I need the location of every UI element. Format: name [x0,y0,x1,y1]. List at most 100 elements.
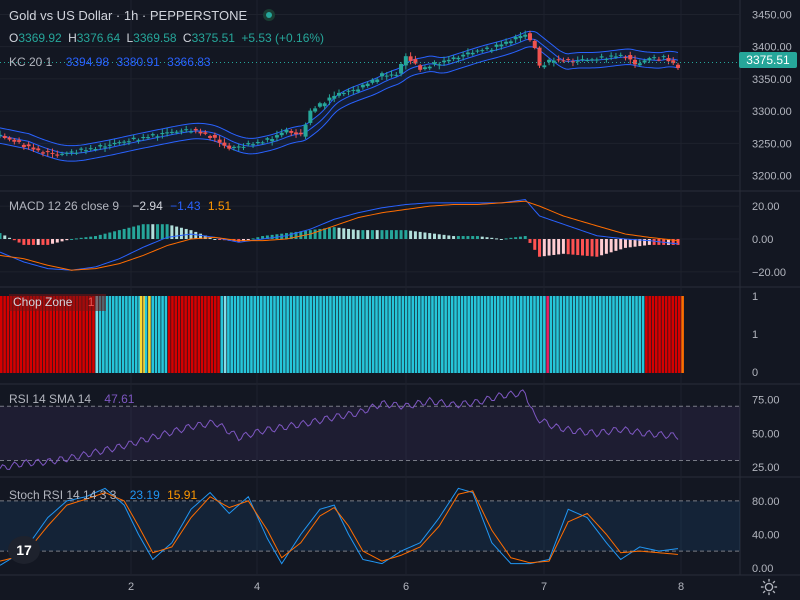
macd-histogram-bar [299,231,303,239]
macd-histogram-bar [600,239,604,256]
chop-zone-bar [13,296,16,373]
chop-zone-bar [279,296,283,373]
chop-tick-label: 0 [752,367,758,379]
chop-zone-bar [543,296,546,373]
chop-zone-bar [85,296,89,373]
macd-legend[interactable]: MACD 12 26 close 9 −2.94 −1.43 1.51 [9,199,235,213]
close-value: 3375.51 [191,31,235,45]
chop-zone-bar [42,296,46,373]
chop-zone-bar [523,296,526,373]
low-label: L [126,31,134,45]
chop-zone-bar [348,296,352,373]
chop-zone-bar [510,296,513,373]
chop-zone-bar [319,296,322,373]
macd-histogram-bar [432,233,436,239]
candle-body [413,59,418,64]
candle-body [599,56,604,58]
macd-histogram-bar [156,224,160,239]
macd-value: −2.94 [132,199,163,213]
chop-zone-bar [434,296,438,373]
chop-zone-bar [125,296,128,373]
candle-body [427,66,432,69]
symbol-legend[interactable]: Gold vs US Dollar · 1h · PEPPERSTONE [9,8,279,23]
chop-zone-bar [401,296,405,373]
macd-histogram-bar [456,236,460,239]
chop-zone-bar [625,296,628,373]
tradingview-logo[interactable]: 17 [8,536,40,564]
chop-zone-bar [154,296,158,373]
candle-body [609,55,614,57]
macd-histogram-bar [79,237,83,239]
chop-zone-bar [362,296,365,373]
chop-zone-bar [671,296,675,373]
candle-body [227,145,232,149]
macd-histogram-bar [676,239,680,245]
chop-zone-label: Chop Zone [13,295,73,309]
rsi-legend[interactable]: RSI 14 SMA 14 47.61 [9,392,138,406]
stoch-tick-label: 40.00 [752,529,780,541]
candle-body [370,79,375,83]
chop-zone-bar [157,296,161,373]
candle-body [475,50,480,52]
open-label: O [9,31,19,45]
chop-zone-bar [631,296,635,373]
macd-histogram-bar [242,239,246,241]
chop-zone-bar [26,296,29,373]
candle-body [274,135,279,138]
chop-zone-bar [651,296,655,373]
macd-histogram-bar [576,239,580,256]
chop-zone-bar [470,296,474,373]
macd-histogram-bar [413,231,417,239]
chop-zone-bar [391,296,395,373]
macd-histogram-bar [246,239,250,240]
candle-body [547,59,552,63]
chop-zone-bar [608,296,612,373]
chop-zone-bar [437,296,441,373]
candle-body [542,65,547,68]
price-tick-label: 3200.00 [752,171,792,183]
macd-histogram-bar [581,239,585,256]
macd-histogram-bar [504,238,508,240]
macd-histogram-bar [442,234,446,239]
macd-histogram-bar [289,232,293,239]
chop-zone-bar [394,296,398,373]
macd-histogram-bar [471,236,475,239]
candle-body [356,89,361,92]
macd-histogram-bar [203,235,207,239]
macd-histogram-bar [619,239,623,250]
chop-zone-bar [645,296,648,373]
candle-body [389,74,394,76]
chop-zone-bar [460,296,464,373]
candle-body [652,57,657,59]
candle-body [508,41,513,44]
chop-zone-bar [398,296,401,373]
chop-zone-bar [65,296,69,373]
macd-signal-value: −1.43 [170,199,201,213]
candle-body [523,34,528,37]
chop-zone-bar [46,296,49,373]
chop-zone-legend[interactable]: Chop Zone 1 [9,294,110,311]
chop-zone-bar [612,296,615,373]
chop-zone-bar [658,296,661,373]
macd-histogram-bar [623,239,627,248]
macd-histogram-bar [518,236,522,239]
kc-legend[interactable]: KC 20 1 3394.98 3380.91 3366.83 [9,55,215,69]
macd-histogram-bar [423,232,427,239]
chop-zone-bar [131,296,135,373]
macd-histogram-bar [666,239,670,245]
candle-body [518,35,523,39]
macd-histogram-bar [595,239,599,257]
chop-zone-bar [118,296,122,373]
stoch-d-line [0,490,679,564]
macd-histogram-bar [552,239,556,255]
macd-histogram-bar [356,230,360,239]
macd-histogram-bar [318,228,322,239]
chop-zone-bar [253,296,257,373]
settings-gear-icon[interactable] [760,578,778,596]
macd-histogram-bar [404,230,408,239]
chop-zone-bar [589,296,592,373]
stoch-rsi-legend[interactable]: Stoch RSI 14 14 3 3 23.19 15.91 [9,488,201,502]
chop-zone-bar [260,296,263,373]
chop-zone-bar [266,296,270,373]
